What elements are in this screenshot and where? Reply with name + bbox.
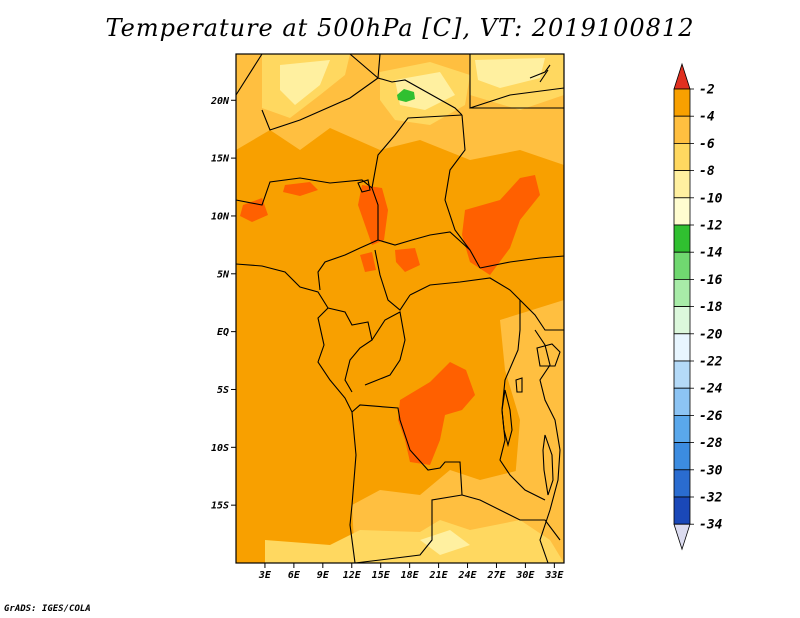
colorbar-swatch — [673, 170, 691, 199]
colorbar-label: -8 — [699, 164, 715, 179]
warm-patch-car — [395, 248, 420, 272]
latitude-axis: 20N 15N 10N 5N EQ 5S 10S 15S — [210, 96, 236, 512]
lon-tick-label: 3E — [258, 570, 272, 581]
lat-tick-label: 15S — [211, 501, 229, 512]
colorbar-swatch — [673, 442, 691, 471]
lon-tick-label: 15E — [372, 570, 391, 581]
green-spot — [397, 89, 415, 102]
colorbar-label: -26 — [699, 409, 723, 424]
colorbar-label: -16 — [699, 273, 723, 288]
lat-tick-label: 5N — [217, 269, 230, 280]
lon-tick-label: 9E — [317, 570, 330, 581]
longitude-axis: 3E 6E 9E 12E 15E 18E 21E 24E 27E 30E 33E — [258, 563, 564, 581]
colorbar: -2 -4 -6 -8 -10 -12 -14 -16 -18 -20 -22 -24 -26 -28 -3… — [673, 62, 723, 551]
colorbar-label: -14 — [699, 246, 723, 261]
lon-tick-label: 30E — [515, 570, 535, 581]
colorbar-swatch — [673, 224, 691, 253]
border-algeria-libya — [377, 53, 381, 79]
coastline-west — [235, 263, 357, 564]
border-south-sudan — [479, 255, 565, 331]
warm-patch-chad-e — [462, 175, 540, 275]
lake-chad — [357, 179, 371, 193]
colorbar-top-arrow — [673, 62, 691, 90]
lat-tick-label: 10S — [211, 443, 229, 454]
colorbar-swatch — [673, 278, 691, 307]
lat-tick-label: 5S — [217, 385, 229, 396]
colorbar-label: -6 — [699, 137, 715, 152]
lon-tick-label: 24E — [457, 570, 477, 581]
lon-tick-label: 21E — [429, 570, 449, 581]
colorbar-bottom-arrow — [673, 523, 691, 551]
lat-tick-label: 15N — [211, 154, 230, 165]
lake-malawi — [542, 434, 554, 496]
border-mali — [261, 77, 379, 131]
border-niger-algeria — [235, 53, 463, 116]
lake-victoria — [536, 343, 561, 367]
warm-patch-cameroon — [358, 185, 388, 245]
border-angola-zambia — [354, 494, 463, 564]
lon-tick-label: 12E — [343, 570, 362, 581]
border-chad-car — [377, 231, 471, 251]
colorbar-label: -34 — [699, 518, 723, 533]
nile-coast — [529, 64, 551, 83]
colorbar-swatch — [673, 469, 691, 498]
colorbar-label: -22 — [699, 355, 723, 370]
lon-tick-label: 27E — [486, 570, 506, 581]
temperature-field — [236, 54, 564, 563]
colorbar-label: -28 — [699, 436, 723, 451]
colorbar-swatch — [673, 414, 691, 443]
pale-south — [265, 520, 564, 563]
colorbar-swatch — [673, 333, 691, 362]
warm-patch-congo — [398, 362, 475, 465]
map-frame — [235, 53, 565, 564]
border-drc-angola — [351, 404, 463, 496]
lon-tick-label: 18E — [401, 570, 420, 581]
lon-tick-label: 33E — [544, 570, 564, 581]
colorbar-swatch — [673, 142, 691, 171]
colorbar-label: -10 — [699, 191, 723, 206]
border-libya-egypt — [469, 54, 565, 109]
lon-tick-label: 6E — [288, 570, 301, 581]
colorbar-label: -18 — [699, 300, 723, 315]
colorbar-label: -2 — [699, 83, 715, 98]
chart-title: Temperature at 500hPa [C], VT: 201910081… — [105, 14, 695, 42]
lake-kivu — [515, 377, 523, 393]
colorbar-label: -20 — [699, 327, 723, 342]
colorbar-swatch — [673, 360, 691, 389]
very-pale-north-e — [475, 58, 545, 88]
warm-patch-car-2 — [360, 252, 376, 272]
colorbar-label: -30 — [699, 463, 723, 478]
border-cameroon-car — [374, 249, 411, 311]
very-pale-north-w — [280, 60, 330, 105]
lat-tick-label: EQ — [217, 327, 229, 338]
border-zambia-malawi — [461, 494, 561, 541]
warm-patch-nigeria — [283, 182, 318, 196]
grads-credit: GrADS: IGES/COLA — [4, 604, 91, 614]
border-congo-drc — [364, 311, 406, 386]
colorbar-swatch — [673, 88, 691, 117]
lake-tanganyika — [501, 389, 513, 448]
colorbar-swatch — [673, 387, 691, 416]
border-nigeria-cameroon — [317, 187, 379, 291]
colorbar-swatch — [673, 197, 691, 226]
border-niger-chad — [371, 114, 463, 189]
border-car-drc — [409, 277, 521, 301]
colorbar-swatch — [673, 496, 691, 525]
colorbar-swatch — [673, 115, 691, 144]
border-niger-nigeria — [235, 177, 373, 206]
country-borders — [235, 53, 565, 564]
lat-tick-label: 20N — [210, 96, 230, 107]
warm-patch-nigeria-w — [240, 198, 268, 222]
colorbar-label: -32 — [699, 491, 723, 506]
colorbar-label: -24 — [699, 382, 723, 397]
colorbar-label: -4 — [699, 110, 715, 125]
lat-tick-label: 10N — [211, 211, 230, 222]
light-east — [500, 300, 564, 500]
colorbar-swatch — [673, 306, 691, 335]
border-east-lakes — [534, 329, 561, 564]
colorbar-label: -12 — [699, 219, 723, 234]
colorbar-swatch — [673, 251, 691, 280]
